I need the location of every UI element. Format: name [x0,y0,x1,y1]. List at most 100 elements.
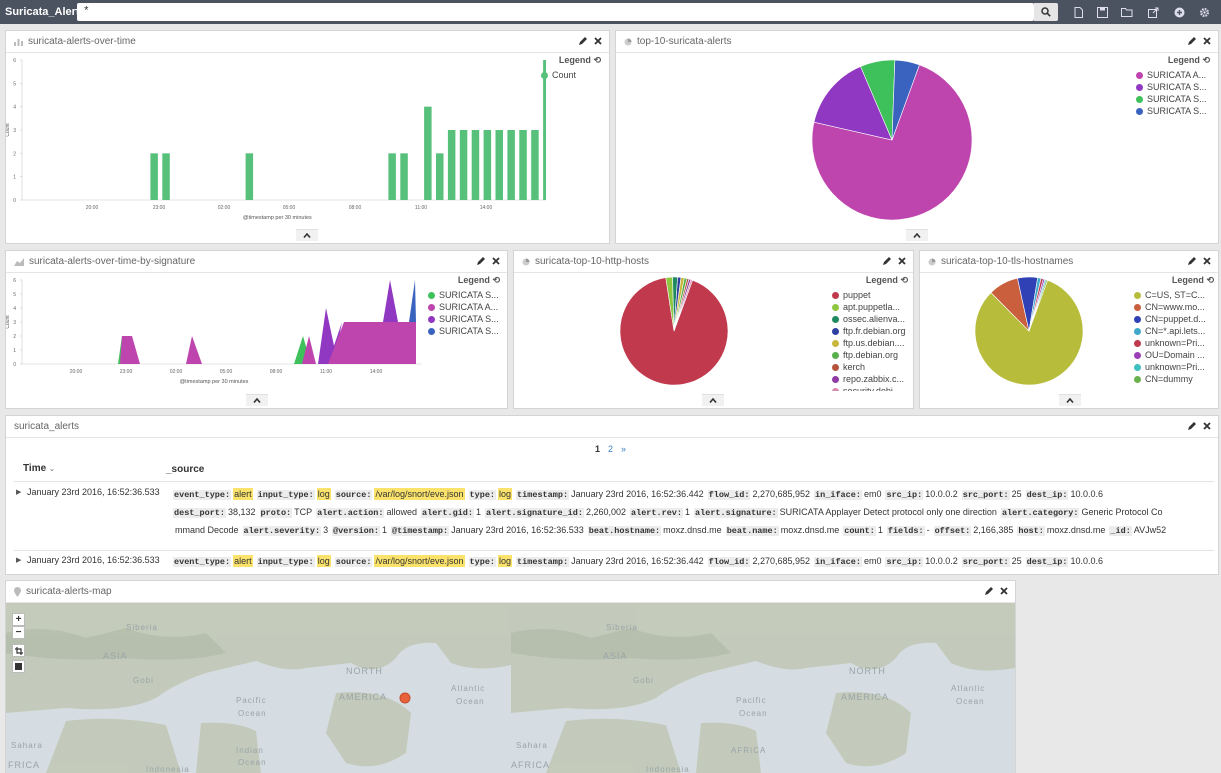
area-series[interactable] [302,336,316,364]
search-button[interactable] [1034,3,1058,21]
edit-icon[interactable] [1186,35,1196,47]
close-icon[interactable] [491,255,501,267]
alert-location-marker[interactable] [399,692,411,704]
legend-toggle-icon[interactable]: ⟲ [492,275,500,285]
zoom-in-button[interactable]: + [12,613,25,626]
legend-item[interactable]: unknown=Pri... [1134,361,1214,373]
bar[interactable] [471,130,480,200]
close-icon[interactable] [1202,255,1212,267]
add-panel-icon[interactable] [1173,6,1185,18]
page-1[interactable]: 1 [595,444,601,454]
legend-item[interactable]: CN=dummy [1134,373,1214,385]
legend-item[interactable]: SURICATA S... [428,313,500,325]
settings-icon[interactable] [1198,6,1210,18]
pie-slice[interactable] [891,59,920,141]
legend-item[interactable]: SURICATA A... [1136,69,1210,81]
legend-toggle-icon[interactable]: ⟲ [593,55,601,65]
area-series[interactable] [120,336,140,364]
legend-toggle-icon[interactable]: ⟲ [1206,275,1214,285]
legend-item[interactable]: SURICATA S... [1136,93,1210,105]
legend-item[interactable]: Count [541,69,601,81]
crop-icon[interactable] [12,644,25,657]
bar[interactable] [150,153,158,200]
legend-item[interactable]: puppet [832,289,908,301]
legend-item[interactable]: SURICATA A... [428,301,500,313]
bar[interactable] [245,153,254,200]
collapse-button[interactable] [906,229,928,241]
search-input[interactable] [77,3,1007,21]
dashboard-title[interactable]: Suricata_Alerts [5,6,86,18]
legend-toggle-icon[interactable]: ⟲ [900,275,908,285]
save-icon[interactable] [1096,6,1108,18]
bar[interactable] [459,130,468,200]
area-series[interactable] [383,280,398,322]
legend-item[interactable]: ftp.us.debian.... [832,337,908,349]
edit-icon[interactable] [577,35,587,47]
legend-item[interactable]: SURICATA S... [428,289,500,301]
bar[interactable] [388,153,396,200]
legend-toggle-icon[interactable]: ⟲ [1202,55,1210,65]
bar[interactable] [483,130,492,200]
map-canvas[interactable]: Siberia ASIA Gobi NORTH AMERICA Pacific … [6,603,1015,773]
open-icon[interactable] [1121,6,1133,18]
pie-slice[interactable] [811,64,973,221]
pie-slice[interactable] [673,279,693,332]
close-icon[interactable] [897,255,907,267]
table-row[interactable]: ▶ January 23rd 2016, 16:52:36.533 event_… [14,485,1214,547]
column-header-time[interactable]: Time ⌄ [23,463,55,474]
legend-item[interactable]: ossec.alienva... [832,313,908,325]
sort-icon[interactable]: ⌄ [48,466,55,473]
bar[interactable] [424,106,432,200]
share-icon[interactable] [1147,6,1159,18]
expand-icon[interactable]: ▶ [16,489,22,496]
legend-item[interactable]: CN=*.api.lets... [1134,325,1214,337]
bar[interactable] [495,130,504,200]
pie-slice[interactable] [1028,279,1048,332]
bar[interactable] [436,153,444,200]
page-next[interactable]: » [621,444,627,454]
legend-item[interactable]: kerch [832,361,908,373]
area-series[interactable] [328,322,416,364]
close-icon[interactable] [1202,35,1212,47]
collapse-button[interactable] [1059,394,1081,406]
draw-rectangle-icon[interactable] [12,660,25,673]
collapse-button[interactable] [246,394,268,406]
legend-item[interactable]: security.debi... [832,385,908,391]
bar[interactable] [531,130,539,200]
legend-item[interactable]: SURICATA S... [428,325,500,337]
table-row[interactable]: ▶ January 23rd 2016, 16:52:36.533 event_… [14,554,1214,574]
legend-item[interactable]: OU=Domain ... [1134,349,1214,361]
zoom-out-button[interactable]: − [12,626,25,639]
legend-item[interactable]: SURICATA S... [1136,81,1210,93]
close-icon[interactable] [999,585,1009,597]
bar[interactable] [519,130,527,200]
bar[interactable] [162,153,170,200]
new-dashboard-icon[interactable] [1072,6,1084,18]
expand-icon[interactable]: ▶ [16,557,22,564]
legend-item[interactable]: CN=puppet.d... [1134,313,1214,325]
collapse-button[interactable] [296,229,318,241]
pie-slice[interactable] [813,66,893,141]
bar[interactable] [543,60,546,200]
page-2[interactable]: 2 [608,444,614,454]
edit-icon[interactable] [1186,255,1196,267]
legend-item[interactable]: SURICATA S... [1136,105,1210,117]
legend-item[interactable]: repo.zabbix.c... [832,373,908,385]
area-series[interactable] [409,280,416,322]
edit-icon[interactable] [475,255,485,267]
edit-icon[interactable] [1186,420,1196,432]
pie-slice[interactable] [974,279,1084,386]
legend-item[interactable]: ftp.fr.debian.org [832,325,908,337]
edit-icon[interactable] [983,585,993,597]
legend-item[interactable]: C=US, ST=C... [1134,289,1214,301]
legend-item[interactable]: apt.puppetla... [832,301,908,313]
collapse-button[interactable] [702,394,724,406]
bar[interactable] [447,130,456,200]
close-icon[interactable] [1202,420,1212,432]
legend-item[interactable]: unknown=Pri... [1134,337,1214,349]
area-series[interactable] [186,336,202,364]
legend-item[interactable]: CN=www.mo... [1134,301,1214,313]
edit-icon[interactable] [881,255,891,267]
bar[interactable] [400,153,408,200]
legend-item[interactable]: ftp.debian.org [832,349,908,361]
